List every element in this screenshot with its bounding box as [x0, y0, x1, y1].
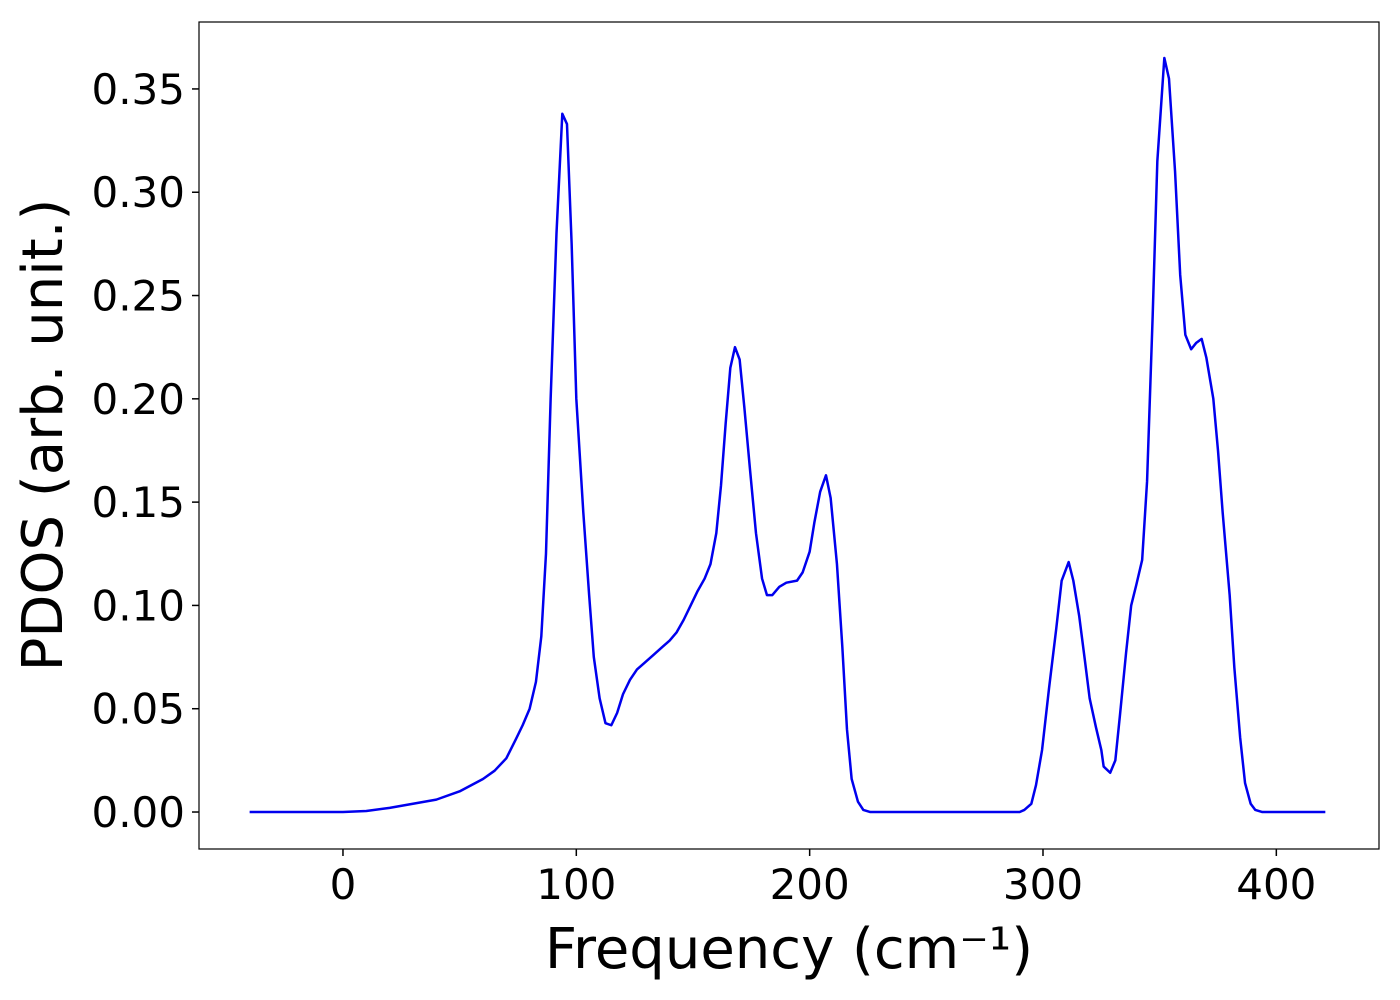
x-axis-label: Frequency (cm⁻¹) [545, 917, 1033, 982]
line [249, 56, 1326, 814]
y-tick-label: 0.10 [91, 581, 185, 630]
x-tick-label: 0 [330, 860, 357, 909]
y-tick-label: 0.25 [91, 272, 185, 321]
y-tick-label: 0.05 [91, 685, 185, 734]
x-tick-label: 300 [1003, 860, 1083, 909]
x-tick-label: 100 [536, 860, 616, 909]
y-axis-label: PDOS (arb. unit.) [11, 199, 76, 672]
y-tick-label: 0.00 [91, 788, 185, 837]
y-tick-label: 0.35 [91, 65, 185, 114]
plot-frame [198, 21, 1380, 850]
y-tick-label: 0.30 [91, 168, 185, 217]
x-tick-label: 400 [1236, 860, 1316, 909]
x-tick-label: 200 [770, 860, 850, 909]
y-tick-label: 0.15 [91, 478, 185, 527]
y-tick-label: 0.20 [91, 375, 185, 424]
